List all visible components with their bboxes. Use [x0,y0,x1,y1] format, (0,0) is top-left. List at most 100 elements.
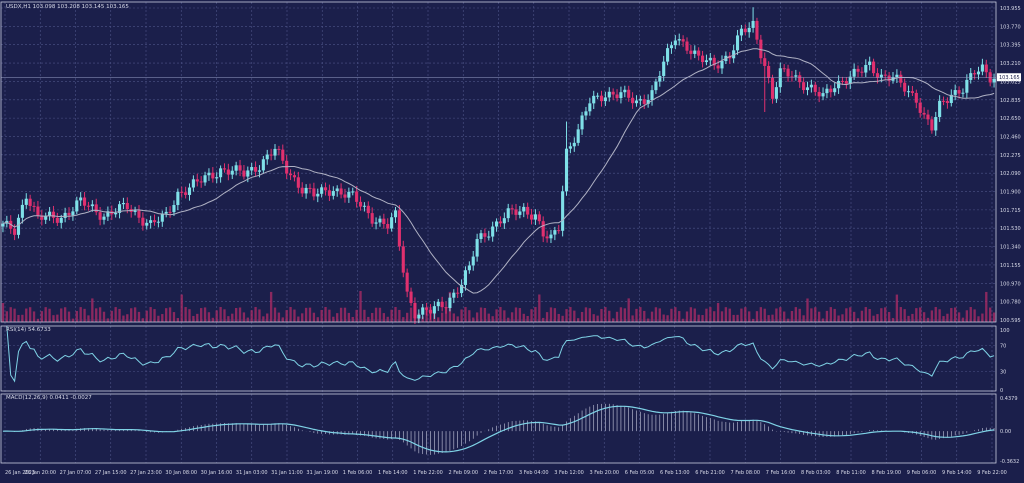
candle-body [786,68,790,77]
candle-body [335,188,339,192]
candle-body [627,89,631,98]
rsi-panel[interactable] [6,325,995,383]
candle-body [195,179,199,182]
rsi-axis-label: 100 [1000,328,1010,334]
volume-bar [168,307,172,322]
volume-bar [192,315,195,322]
volume-bar [106,318,110,322]
volume-bar [557,313,560,322]
candle-body [257,170,262,172]
candle-body [592,95,596,104]
volume-bar [817,311,821,322]
candle-body [693,50,697,54]
macd-panel[interactable] [2,403,995,455]
volume-bar [188,309,191,322]
candle-body [650,90,654,101]
candle-body [673,40,677,46]
candle-body [448,297,452,309]
candle-body [980,64,984,72]
volume-bar [495,309,498,322]
candle-body [168,211,172,213]
volume-bar [740,308,743,322]
volume-bar [907,315,910,322]
volume-bar [9,307,12,322]
candle-body [308,187,312,189]
candle-body [603,97,607,102]
volume-bar [242,312,246,322]
volume-bar [320,309,323,322]
candle-body [984,64,988,73]
volume-bar [713,311,716,322]
volume-bar [522,313,525,322]
time-axis-label: 3 Feb 04:00 [519,470,549,476]
volume-bar [615,311,619,322]
candle-body [817,91,821,97]
volume-bar [262,316,265,322]
volume-bar [580,311,584,322]
candle-body [732,50,736,59]
candle-body [568,146,572,149]
volume-bar [670,308,673,322]
candle-body [903,82,907,92]
volume-bar [378,307,382,322]
candle-body [837,80,841,89]
candle-body [141,217,145,226]
candle-body [417,314,421,319]
volume-bar [814,307,817,322]
volume-bar [289,307,292,322]
volume-bar [452,313,455,322]
candlestick-series[interactable] [1,7,996,325]
candle-body [304,187,308,194]
candle-body [557,230,561,232]
time-axis-label: 9 Feb 06:00 [907,470,937,476]
candle-body [409,291,413,303]
volume-bar [149,307,152,322]
candle-body [320,187,324,194]
volume-bar [643,310,646,322]
volume-bar [273,307,277,322]
volume-bar [184,307,187,322]
candle-body [588,103,592,112]
candle-body [390,217,394,229]
volume-bar [95,308,98,322]
candle-body [802,82,806,91]
macd-panel-title: MACD(12,26,9) 0.0411 -0.0027 [6,395,92,401]
candle-body [755,20,759,40]
volume-bar [627,298,630,322]
volume-bar [266,313,269,322]
volume-bar [701,315,704,322]
price-axis-label: 100.970 [1000,281,1021,287]
candle-body [868,61,872,65]
volume-bar [973,309,976,322]
candle-body [79,197,83,201]
volume-bar [837,315,840,322]
candle-body [926,114,930,120]
volume-bar [507,317,510,322]
volume-bar [456,316,459,322]
volume-bar [91,298,94,322]
volume-bar [666,315,669,322]
candle-body [242,170,246,177]
candle-body [145,222,149,226]
volume-bar [697,314,700,322]
volume-bar [126,314,129,322]
rsi-axis-label: 0 [1000,388,1003,394]
candle-body [930,119,934,131]
candle-body [646,100,650,104]
candle-body [238,165,242,171]
candle-body [973,73,977,75]
candle-body [20,204,24,218]
volume-bar [207,312,211,322]
volume-bar [238,307,242,322]
candle-body [440,301,444,308]
time-axis-label: 1 Feb 06:00 [343,470,373,476]
volume-bar [277,312,281,322]
volume-bar [343,307,347,322]
volume-bar [44,307,47,322]
volume-bar [176,317,180,322]
candle-body [708,57,712,61]
candle-body [704,60,708,63]
candle-body [759,39,763,59]
